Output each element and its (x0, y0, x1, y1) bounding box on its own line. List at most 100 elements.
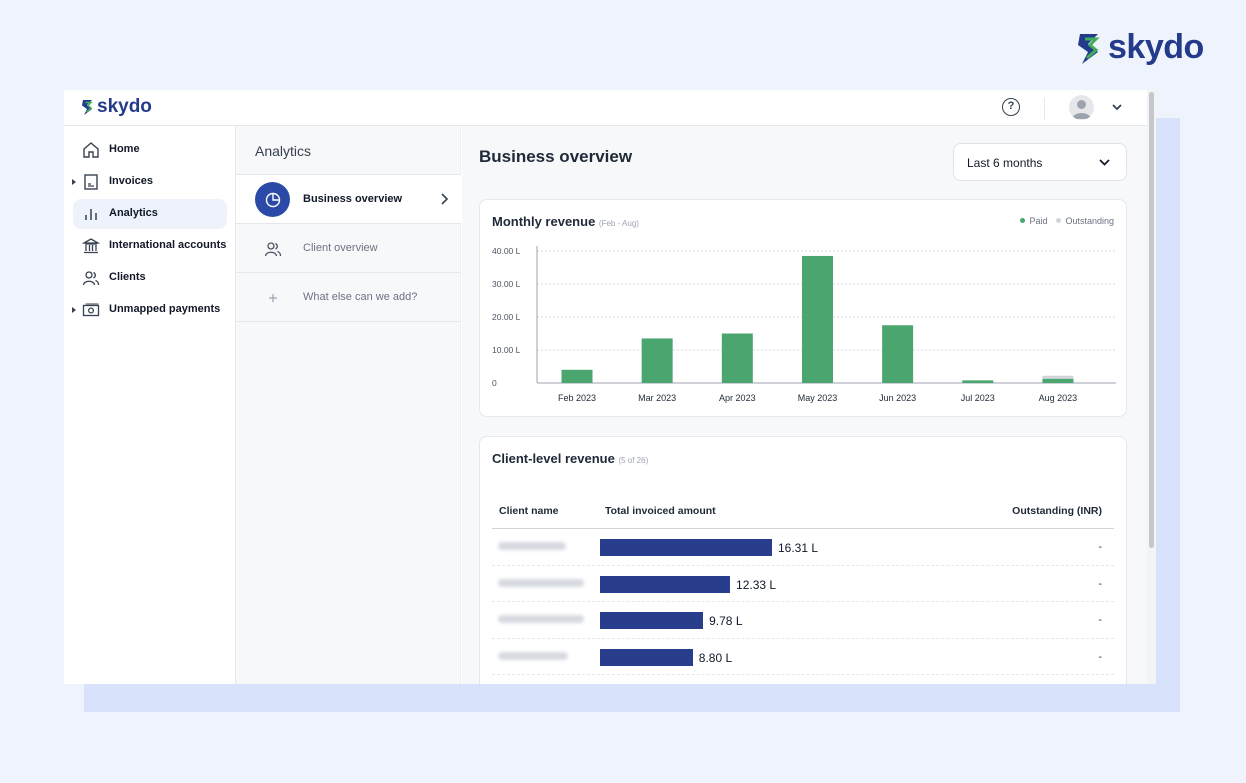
bar-paid-jun-2023 (882, 325, 914, 383)
sidebar-item-label: Home (109, 143, 140, 155)
column-header-client-name[interactable]: Client name (499, 505, 559, 517)
sidebar-item-label: Clients (109, 271, 146, 283)
chart-legend: Paid Outstanding (1020, 216, 1114, 226)
x-tick-label: Apr 2023 (719, 393, 756, 403)
account-chevron-down-icon[interactable] (1111, 101, 1123, 113)
x-tick-label: Feb 2023 (558, 393, 596, 403)
sidebar-item-unmapped-payments[interactable]: Unmapped payments (72, 295, 227, 325)
y-tick-label: 0 (492, 378, 497, 388)
table-row[interactable]: 9.78 L - (492, 602, 1114, 639)
help-icon[interactable]: ? (1002, 98, 1020, 116)
x-tick-label: Jul 2023 (961, 393, 995, 403)
expand-caret-icon[interactable] (72, 307, 76, 313)
brand-logo: skydo (1076, 28, 1204, 67)
card-subtitle: (5 of 26) (618, 456, 649, 465)
user-avatar-icon (1072, 100, 1091, 119)
sidebar-item-analytics[interactable]: Analytics (73, 199, 227, 229)
card-title-text: Client-level revenue (492, 451, 615, 466)
client-name-redacted (498, 578, 584, 587)
page-title: Business overview (479, 147, 633, 166)
sidebar-item-label: Invoices (109, 175, 154, 187)
legend-label: Paid (1029, 216, 1048, 226)
client-revenue-title: Client-level revenue (5 of 26) (492, 451, 648, 466)
plus-icon (255, 280, 290, 315)
app-logo-wordmark: skydo (97, 96, 152, 117)
subnav-item-label: Client overview (303, 242, 378, 254)
sidebar-item-label: Unmapped payments (109, 303, 221, 315)
app-window: skydo ? Home Invoices (64, 90, 1156, 684)
expand-caret-icon[interactable] (72, 179, 76, 185)
sidebar-item-label: International accounts (109, 239, 227, 251)
bar-paid-jul-2023 (962, 380, 994, 383)
table-header: Client name Total invoiced amount Outsta… (492, 495, 1114, 529)
divider (236, 174, 461, 175)
sidebar-item-clients[interactable]: Clients (73, 263, 227, 293)
bar-paid-mar-2023 (641, 338, 673, 383)
sidebar-item-invoices[interactable]: Invoices (72, 167, 227, 197)
subnav-item-business-overview[interactable]: Business overview (236, 175, 461, 224)
skydo-mark-icon (82, 100, 93, 115)
table-row[interactable]: 16.31 L - (492, 529, 1114, 566)
y-tick-label: 40.00 L (492, 246, 521, 256)
table-body: 16.31 L - 12.33 L - 9.78 L - 8.80 L - (492, 529, 1114, 675)
legend-label: Outstanding (1065, 216, 1114, 226)
subnav-item-client-overview[interactable]: Client overview (236, 224, 461, 273)
x-tick-label: Jun 2023 (879, 393, 916, 403)
y-tick-label: 20.00 L (492, 312, 521, 322)
client-revenue-card: Client-level revenue (5 of 26) Client na… (479, 436, 1127, 684)
brand-wordmark: skydo (1108, 28, 1204, 66)
x-tick-label: Aug 2023 (1039, 393, 1078, 403)
legend-item-outstanding: Outstanding (1056, 216, 1114, 226)
date-range-select[interactable]: Last 6 months (953, 143, 1127, 181)
topbar-divider (1044, 98, 1045, 120)
client-name-redacted (498, 615, 584, 623)
monthly-revenue-chart: 0 10.00 L 20.00 L 30.00 L 40.00 L Feb 2023 Mar… (492, 246, 1116, 403)
analytics-icon (82, 205, 100, 223)
client-name-redacted (498, 651, 568, 660)
subnav-title: Analytics (255, 143, 312, 159)
date-range-value: Last 6 months (967, 156, 1043, 170)
outstanding-value: - (1098, 650, 1102, 663)
subnav-item-suggest[interactable]: What else can we add? (236, 273, 461, 322)
table-row[interactable]: 12.33 L - (492, 566, 1114, 602)
subnav-item-label: Business overview (303, 193, 403, 205)
users-icon (255, 231, 290, 266)
invoice-icon (82, 173, 100, 191)
client-name-redacted (498, 542, 566, 550)
column-header-outstanding[interactable]: Outstanding (INR) (1012, 505, 1102, 517)
invoiced-amount-bar (600, 575, 731, 593)
analytics-subnav: Analytics Business overview Client overv… (236, 126, 461, 684)
bar-outstanding-aug-2023 (1042, 375, 1074, 379)
x-tick-label: May 2023 (798, 393, 838, 403)
sidebar-item-international-accounts[interactable]: International accounts (73, 231, 227, 261)
column-header-total-invoiced[interactable]: Total invoiced amount (605, 505, 716, 517)
legend-item-paid: Paid (1020, 216, 1047, 226)
invoiced-amount-bar (600, 612, 704, 629)
scrollbar-thumb[interactable] (1149, 92, 1154, 548)
invoiced-amount-bar (600, 539, 772, 556)
scrollbar[interactable] (1147, 90, 1156, 684)
chevron-right-icon (441, 193, 449, 205)
invoiced-amount-bar (600, 648, 693, 666)
skydo-mark-icon (1078, 33, 1100, 64)
outstanding-value: - (1098, 577, 1102, 590)
bar-paid-feb-2023 (561, 369, 593, 383)
outstanding-value: - (1098, 614, 1102, 626)
monthly-revenue-title: Monthly revenue (Feb - Aug) (492, 214, 639, 229)
invoiced-amount-label: 9.78 L (709, 614, 743, 628)
app-logo[interactable]: skydo (81, 96, 152, 118)
user-avatar[interactable] (1069, 95, 1094, 120)
sidebar: Home Invoices Analytics International ac… (64, 126, 236, 684)
card-subtitle: (Feb - Aug) (598, 219, 639, 228)
invoiced-amount-label: 12.33 L (736, 577, 777, 592)
outstanding-value: - (1098, 541, 1102, 553)
sidebar-item-home[interactable]: Home (73, 135, 227, 165)
table-row[interactable]: 8.80 L - (492, 639, 1114, 675)
bar-paid-aug-2023 (1042, 378, 1074, 383)
subnav-item-label: What else can we add? (303, 291, 418, 303)
y-tick-label: 10.00 L (492, 345, 521, 355)
sidebar-item-label: Analytics (109, 207, 158, 219)
main-content: Business overview Last 6 months Monthly … (462, 126, 1147, 684)
topbar: skydo ? (64, 90, 1156, 126)
x-tick-label: Mar 2023 (638, 393, 676, 403)
